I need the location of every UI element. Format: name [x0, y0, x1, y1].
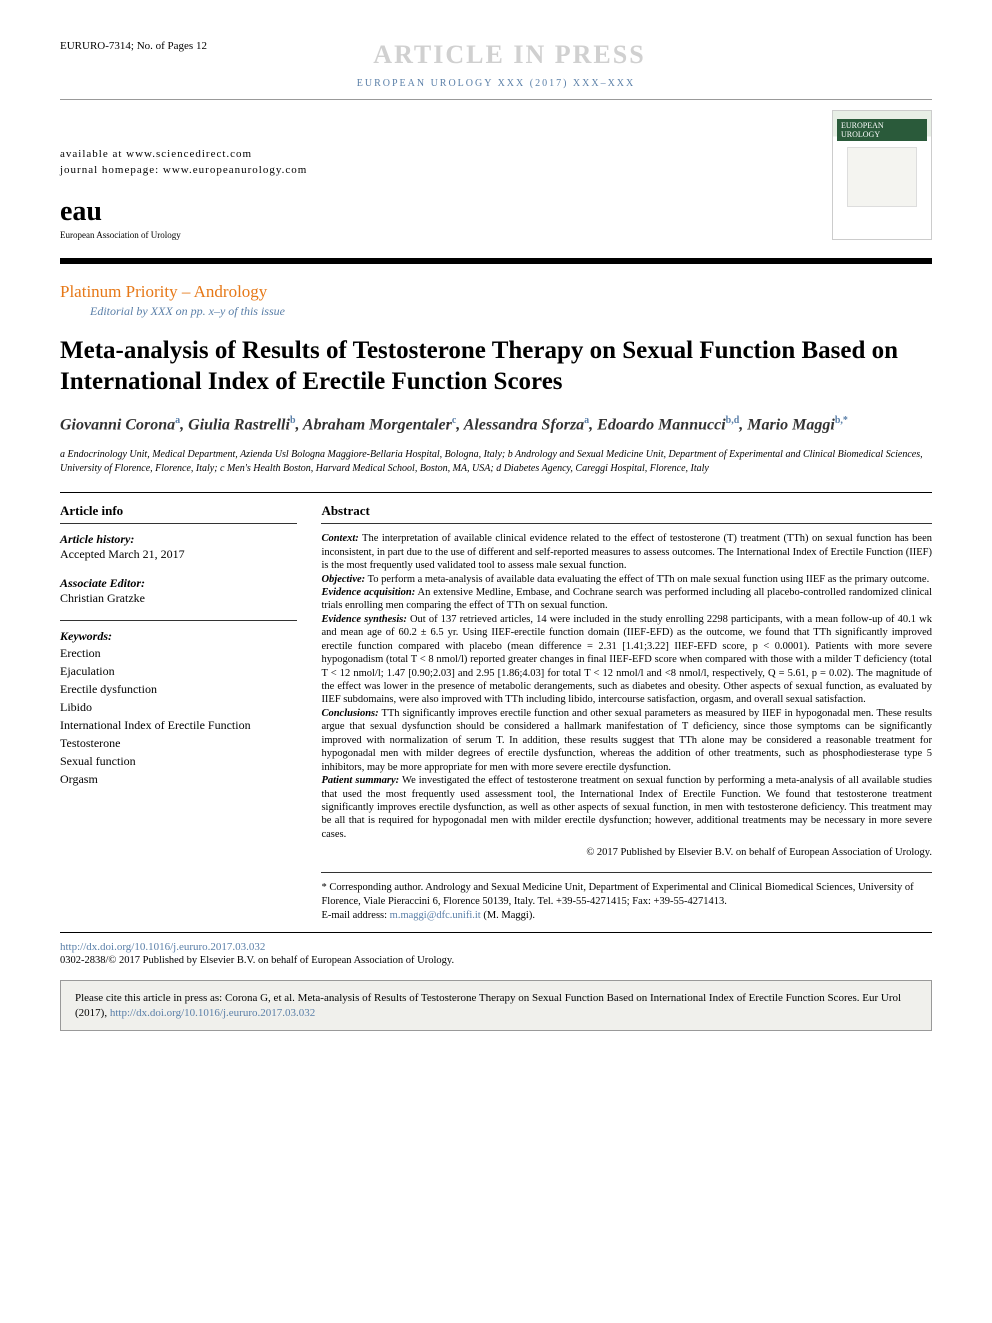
abstract-heading: Abstract [321, 503, 932, 519]
authors-list: Giovanni Coronaa, Giulia Rastrellib, Abr… [60, 414, 932, 437]
history-label: Article history: [60, 532, 297, 547]
abstract-copyright: © 2017 Published by Elsevier B.V. on beh… [321, 847, 932, 858]
keyword-item: Testosterone [60, 734, 297, 752]
keyword-item: International Index of Erectile Function [60, 716, 297, 734]
eau-logo: eau European Association of Urology [60, 196, 307, 240]
corr-email-link[interactable]: m.maggi@dfc.unifi.it [390, 910, 481, 921]
doi-link[interactable]: http://dx.doi.org/10.1016/j.eururo.2017.… [60, 941, 265, 953]
assoc-editor-value: Christian Gratzke [60, 591, 297, 606]
article-title: Meta-analysis of Results of Testosterone… [60, 335, 932, 398]
corresponding-author: * Corresponding author. Andrology and Se… [321, 881, 932, 922]
article-in-press-banner: ARTICLE IN PRESS [207, 40, 812, 70]
journal-citation-line: EUROPEAN UROLOGY XXX (2017) XXX–XXX [60, 78, 932, 89]
keyword-item: Libido [60, 698, 297, 716]
eau-logo-subtitle: European Association of Urology [60, 230, 307, 240]
affiliations: a Endocrinology Unit, Medical Department… [60, 448, 932, 476]
cover-image-placeholder [847, 147, 917, 207]
assoc-editor-label: Associate Editor: [60, 576, 297, 591]
article-info-heading: Article info [60, 503, 297, 519]
section-label: Platinum Priority – Andrology [60, 282, 932, 302]
keyword-item: Erection [60, 644, 297, 662]
journal-homepage: journal homepage: www.europeanurology.co… [60, 164, 307, 176]
journal-header-box: available at www.sciencedirect.com journ… [60, 99, 932, 264]
editorial-note: Editorial by XXX on pp. x–y of this issu… [90, 304, 932, 319]
email-suffix: (M. Maggi). [481, 910, 535, 921]
eau-logo-glyph: eau [60, 196, 307, 228]
keyword-item: Orgasm [60, 770, 297, 788]
keyword-item: Ejaculation [60, 662, 297, 680]
cover-title: EUROPEAN UROLOGY [837, 119, 927, 141]
corr-text: * Corresponding author. Andrology and Se… [321, 882, 913, 907]
history-value: Accepted March 21, 2017 [60, 547, 297, 562]
keyword-item: Erectile dysfunction [60, 680, 297, 698]
keywords-label: Keywords: [60, 629, 297, 644]
abstract-body: Context: The interpretation of available… [321, 532, 932, 841]
email-label: E-mail address: [321, 910, 389, 921]
citation-box: Please cite this article in press as: Co… [60, 980, 932, 1031]
keywords-list: ErectionEjaculationErectile dysfunctionL… [60, 644, 297, 788]
cite-doi-link[interactable]: http://dx.doi.org/10.1016/j.eururo.2017.… [110, 1007, 315, 1019]
journal-cover-thumbnail: EUROPEAN UROLOGY [832, 110, 932, 240]
keyword-item: Sexual function [60, 752, 297, 770]
footer-copyright: 0302-2838/© 2017 Published by Elsevier B… [60, 955, 932, 966]
available-at: available at www.sciencedirect.com [60, 148, 307, 160]
doc-id: EURURO-7314; No. of Pages 12 [60, 40, 207, 52]
